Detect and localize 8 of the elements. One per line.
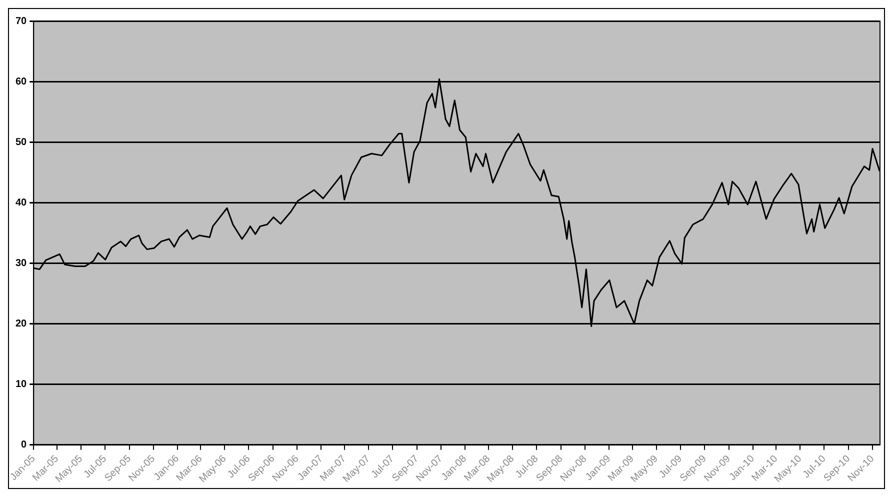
y-tick-label: 30 <box>15 258 28 269</box>
y-tick-label: 50 <box>15 136 28 148</box>
y-tick-label: 70 <box>15 16 28 27</box>
y-tick-label: 0 <box>21 440 28 451</box>
y-tick-label: 60 <box>15 76 28 88</box>
y-tick-label: 40 <box>15 197 28 208</box>
y-tick-label: 10 <box>15 379 28 390</box>
y-tick-label: 20 <box>15 318 28 330</box>
